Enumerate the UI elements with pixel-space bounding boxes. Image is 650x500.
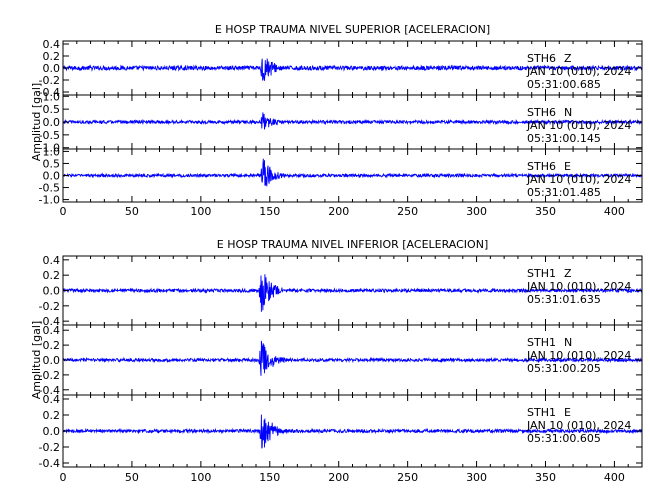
- x-tick-label: 100: [190, 205, 211, 218]
- y-tick-label: 0.5: [43, 103, 61, 116]
- y-tick-label: 0.2: [43, 269, 61, 282]
- station-label: STH1: [527, 406, 556, 419]
- y-tick-label: 1.0: [43, 90, 61, 103]
- y-tick-label: -0.5: [39, 129, 60, 142]
- x-tick-label: 150: [259, 205, 280, 218]
- y-tick-label: 0.0: [43, 116, 61, 129]
- time-label: 05:31:01.485: [527, 186, 601, 199]
- x-tick-label: 350: [535, 205, 556, 218]
- y-tick-label: -0.4: [39, 457, 60, 470]
- x-tick-label: 50: [125, 471, 139, 484]
- waveform-line: [62, 274, 643, 312]
- waveform-line: [62, 58, 643, 81]
- y-tick-label: 0.0: [43, 425, 61, 438]
- x-tick-label: 400: [604, 471, 625, 484]
- station-label: STH6: [527, 52, 556, 65]
- x-tick-label: 50: [125, 205, 139, 218]
- component-label: N: [564, 336, 572, 349]
- date-label: JAN 10 (010), 2024: [526, 173, 631, 186]
- component-label: Z: [564, 52, 572, 65]
- date-label: JAN 10 (010), 2024: [526, 349, 631, 362]
- y-tick-label: 0.5: [43, 157, 61, 170]
- station-label: STH1: [527, 267, 556, 280]
- y-tick-label: -0.4: [39, 315, 60, 328]
- time-label: 05:31:01.635: [527, 293, 601, 306]
- y-tick-label: -1.0: [39, 194, 60, 207]
- y-tick-label: 0.2: [43, 339, 61, 352]
- waveform-line: [62, 158, 643, 187]
- y-tick-label: -0.2: [39, 300, 60, 313]
- x-tick-label: 200: [328, 471, 349, 484]
- y-tick-label: 0.2: [43, 409, 61, 422]
- x-tick-label: 300: [466, 471, 487, 484]
- waveform-line: [62, 340, 643, 376]
- y-tick-label: 0.0: [43, 170, 61, 183]
- time-label: 05:31:00.145: [527, 132, 601, 145]
- component-label: E: [564, 406, 571, 419]
- component-label: E: [564, 160, 571, 173]
- date-label: JAN 10 (010), 2024: [526, 65, 631, 78]
- y-tick-label: 0.0: [43, 285, 61, 298]
- station-label: STH1: [527, 336, 556, 349]
- station-label: STH6: [527, 160, 556, 173]
- time-label: 05:31:00.205: [527, 362, 601, 375]
- chart-1: E HOSP TRAUMA NIVEL SUPERIOR [ACELERACIO…: [30, 23, 643, 218]
- date-label: JAN 10 (010), 2024: [526, 280, 631, 293]
- time-label: 05:31:00.605: [527, 432, 601, 445]
- chart-title: E HOSP TRAUMA NIVEL SUPERIOR [ACELERACIO…: [215, 23, 490, 36]
- y-tick-label: -0.2: [39, 369, 60, 382]
- y-tick-label: -0.5: [39, 182, 60, 195]
- x-tick-label: 100: [190, 471, 211, 484]
- y-tick-label: 0.2: [43, 50, 61, 63]
- y-tick-label: 0.0: [43, 354, 61, 367]
- y-tick-label: -1.0: [39, 142, 60, 155]
- date-label: JAN 10 (010), 2024: [526, 419, 631, 432]
- date-label: JAN 10 (010), 2024: [526, 119, 631, 132]
- x-tick-label: 150: [259, 471, 280, 484]
- y-tick-label: 0.0: [43, 62, 61, 75]
- y-tick-label: 0.4: [43, 324, 61, 337]
- chart-2: E HOSP TRAUMA NIVEL INFERIOR [ACELERACIO…: [30, 238, 643, 484]
- component-label: Z: [564, 267, 572, 280]
- x-tick-label: 250: [397, 471, 418, 484]
- waveform-line: [62, 112, 643, 130]
- y-tick-label: 0.4: [43, 254, 61, 267]
- y-tick-label: 1.0: [43, 145, 61, 158]
- y-tick-label: -0.2: [39, 441, 60, 454]
- y-tick-label: -0.2: [39, 74, 60, 87]
- y-tick-label: -0.4: [39, 384, 60, 397]
- y-tick-label: 0.4: [43, 393, 61, 406]
- x-tick-label: 200: [328, 205, 349, 218]
- waveform-line: [62, 414, 643, 449]
- x-tick-label: 0: [60, 205, 67, 218]
- time-label: 05:31:00.685: [527, 78, 601, 91]
- station-label: STH6: [527, 106, 556, 119]
- x-tick-label: 0: [60, 471, 67, 484]
- y-axis-label: Amplitud [gal]: [30, 83, 43, 161]
- x-tick-label: 250: [397, 205, 418, 218]
- x-tick-label: 400: [604, 205, 625, 218]
- y-tick-label: -0.4: [39, 86, 60, 99]
- component-label: N: [564, 106, 572, 119]
- x-tick-label: 300: [466, 205, 487, 218]
- chart-title: E HOSP TRAUMA NIVEL INFERIOR [ACELERACIO…: [217, 238, 488, 251]
- x-tick-label: 350: [535, 471, 556, 484]
- y-tick-label: 0.4: [43, 38, 61, 51]
- y-axis-label: Amplitud [gal]: [30, 321, 43, 399]
